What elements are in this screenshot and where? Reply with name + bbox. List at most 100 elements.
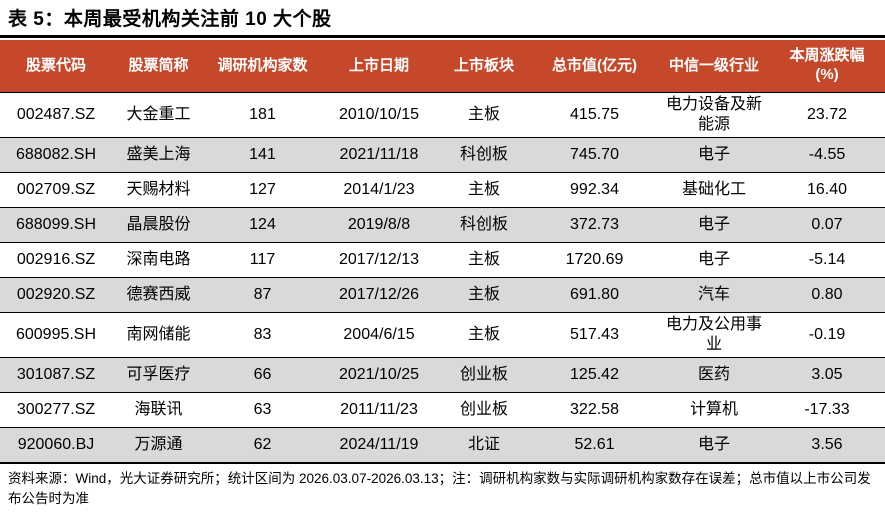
cell-inst_count: 124 — [205, 207, 320, 243]
cell-code: 688082.SH — [0, 137, 112, 173]
cell-text: 2021/11/18 — [339, 146, 419, 163]
cell-text: 主板 — [467, 286, 500, 303]
cell-text: 电子 — [697, 146, 730, 163]
cell-code: 688099.SH — [0, 207, 112, 243]
cell-text: 992.34 — [570, 181, 619, 198]
table-row: 600995.SH 南网储能 83 2004/6/15 主板 517.43 电力及公用事业 -… — [0, 312, 885, 358]
column-header-label: 总市值(亿元) — [552, 56, 637, 74]
cell-text: -5.14 — [808, 251, 846, 268]
cell-list_date: 2017/12/26 — [320, 277, 438, 313]
cell-name: 晶晨股份 — [112, 207, 205, 243]
table-row: 002916.SZ 深南电路 117 2017/12/13 主板 1720.69 电子 -5.… — [0, 242, 885, 278]
cell-text: 南网储能 — [126, 326, 191, 343]
table-row: 688082.SH 盛美上海 141 2021/11/18 科创板 745.70 电子 -4.… — [0, 137, 885, 173]
cell-text: 科创板 — [459, 146, 508, 163]
cell-mktcap: 992.34 — [530, 172, 659, 208]
cell-inst_count: 127 — [205, 172, 320, 208]
cell-text: 计算机 — [689, 401, 738, 418]
cell-code: 301087.SZ — [0, 357, 112, 393]
cell-list_date: 2019/8/8 — [320, 207, 438, 243]
cell-text: 23.72 — [806, 106, 848, 123]
cell-text: 691.80 — [570, 286, 619, 303]
cell-list_date: 2024/11/19 — [320, 427, 438, 463]
cell-code: 300277.SZ — [0, 392, 112, 428]
cell-list_date: 2010/10/15 — [320, 92, 438, 138]
cell-text: 天赐材料 — [126, 181, 191, 198]
cell-mktcap: 372.73 — [530, 207, 659, 243]
cell-text: 322.58 — [570, 401, 619, 418]
cell-mktcap: 691.80 — [530, 277, 659, 313]
cell-text: 主板 — [467, 106, 500, 123]
cell-text: 1720.69 — [565, 251, 624, 268]
cell-text: 电力设备及新能源 — [665, 96, 762, 133]
cell-text: 0.80 — [811, 286, 843, 303]
cell-inst_count: 83 — [205, 312, 320, 358]
cell-text: -17.33 — [804, 401, 850, 418]
title-divider — [0, 35, 885, 38]
cell-list_date: 2017/12/13 — [320, 242, 438, 278]
cell-code: 002709.SZ — [0, 172, 112, 208]
cell-name: 可孚医疗 — [112, 357, 205, 393]
cell-text: 16.40 — [806, 181, 848, 198]
cell-name: 盛美上海 — [112, 137, 205, 173]
cell-list_date: 2004/6/15 — [320, 312, 438, 358]
column-header-mktcap: 总市值(亿元) — [530, 40, 659, 93]
cell-mktcap: 125.42 — [530, 357, 659, 393]
cell-text: 920060.BJ — [17, 436, 95, 453]
cell-mktcap: 517.43 — [530, 312, 659, 358]
cell-text: 电子 — [697, 436, 730, 453]
cell-board: 创业板 — [438, 357, 530, 393]
cell-name: 天赐材料 — [112, 172, 205, 208]
table-row: 301087.SZ 可孚医疗 66 2021/10/25 创业板 125.42 医药 3.05 — [0, 357, 885, 393]
cell-text: 盛美上海 — [126, 146, 191, 163]
cell-week_chg: 3.56 — [769, 427, 885, 463]
cell-board: 科创板 — [438, 207, 530, 243]
cell-text: 0.07 — [811, 216, 843, 233]
table-title: 表 5：本周最受机构关注前 10 大个股 — [8, 9, 332, 30]
cell-text: 电力及公用事业 — [665, 316, 762, 353]
cell-text: 002487.SZ — [16, 106, 96, 123]
column-header-label: 股票简称 — [128, 56, 189, 74]
cell-text: 电子 — [697, 251, 730, 268]
cell-text: 主板 — [467, 326, 500, 343]
cell-mktcap: 415.75 — [530, 92, 659, 138]
cell-text: 66 — [253, 366, 272, 383]
cell-inst_count: 141 — [205, 137, 320, 173]
column-header-code: 股票代码 — [0, 40, 112, 93]
column-header-name: 股票简称 — [112, 40, 205, 93]
cell-name: 海联讯 — [112, 392, 205, 428]
cell-code: 920060.BJ — [0, 427, 112, 463]
cell-week_chg: -5.14 — [769, 242, 885, 278]
cell-text: 德赛西威 — [126, 286, 191, 303]
cell-industry: 电力及公用事业 — [659, 312, 769, 358]
cell-text: 2010/10/15 — [338, 106, 420, 123]
cell-code: 600995.SH — [0, 312, 112, 358]
cell-week_chg: -17.33 — [769, 392, 885, 428]
cell-text: 海联讯 — [134, 401, 183, 418]
cell-mktcap: 1720.69 — [530, 242, 659, 278]
cell-text: 汽车 — [697, 286, 730, 303]
cell-board: 主板 — [438, 172, 530, 208]
cell-text: 002920.SZ — [16, 286, 96, 303]
cell-week_chg: 0.80 — [769, 277, 885, 313]
cell-text: 117 — [249, 251, 276, 268]
table-header-row: 股票代码 股票简称 调研机构家数 上市日期 上市板块 总市值(亿元) 中信一级行业 本周涨跌幅… — [0, 40, 885, 93]
cell-board: 科创板 — [438, 137, 530, 173]
cell-board: 主板 — [438, 92, 530, 138]
cell-industry: 基础化工 — [659, 172, 769, 208]
cell-text: 415.75 — [570, 106, 619, 123]
table-row: 688099.SH 晶晨股份 124 2019/8/8 科创板 372.73 电子 0.07 — [0, 207, 885, 243]
cell-text: 电子 — [697, 216, 730, 233]
cell-text: 2019/8/8 — [347, 216, 411, 233]
table-row: 002920.SZ 德赛西威 87 2017/12/26 主板 691.80 汽车 0.80 — [0, 277, 885, 313]
column-header-industry: 中信一级行业 — [659, 40, 769, 93]
cell-text: 2004/6/15 — [343, 326, 415, 343]
cell-text: 52.61 — [574, 436, 615, 453]
cell-text: 基础化工 — [681, 181, 746, 198]
cell-code: 002487.SZ — [0, 92, 112, 138]
cell-list_date: 2021/10/25 — [320, 357, 438, 393]
table-row: 300277.SZ 海联讯 63 2011/11/23 创业板 322.58 计算机 -17.… — [0, 392, 885, 428]
column-header-label: 本周涨跌幅(%) — [789, 47, 865, 83]
cell-industry: 电子 — [659, 207, 769, 243]
